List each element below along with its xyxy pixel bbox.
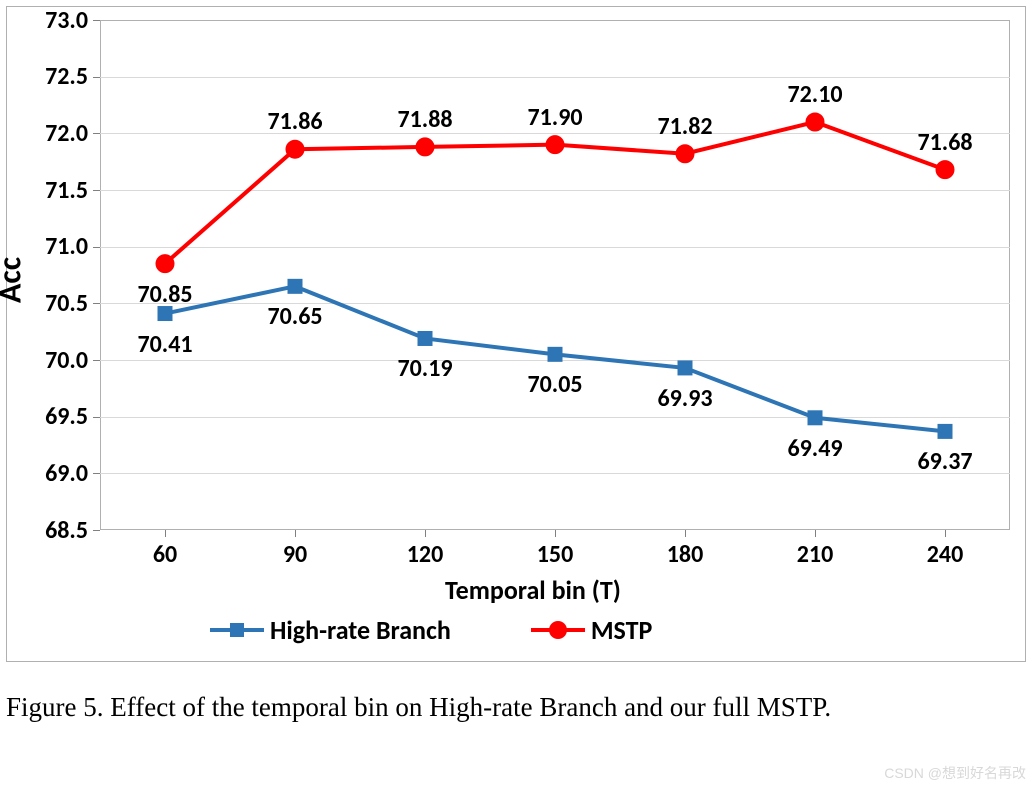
y-gridline [100,133,1010,134]
figure-caption: Figure 5. Effect of the temporal bin on … [6,690,1024,724]
data-label: 71.82 [640,112,730,141]
watermark: CSDN @想到好名再改 [884,763,1026,783]
y-tick-label: 72.0 [45,119,88,148]
y-tick-mark [93,417,100,418]
data-label: 70.65 [250,302,340,331]
y-gridline [100,473,1010,474]
x-tick-mark [425,530,426,537]
data-label: 71.86 [250,107,340,136]
x-tick-mark [945,530,946,537]
y-tick-mark [93,473,100,474]
data-label: 70.41 [120,330,210,359]
x-tick-mark [815,530,816,537]
x-tick-mark [685,530,686,537]
legend-item: MSTP [531,614,652,646]
y-gridline [100,417,1010,418]
data-label: 69.49 [770,434,860,463]
y-tick-mark [93,77,100,78]
y-gridline [100,77,1010,78]
data-label: 72.10 [770,80,860,109]
y-gridline [100,360,1010,361]
y-tick-label: 71.5 [45,176,88,205]
y-tick-label: 70.5 [45,289,88,318]
y-tick-mark [93,303,100,304]
data-label: 70.19 [380,354,470,383]
y-gridline [100,190,1010,191]
data-label: 69.37 [900,447,990,476]
y-tick-label: 73.0 [45,6,88,35]
x-tick-label: 150 [525,540,585,569]
y-tick-label: 70.0 [45,346,88,375]
data-label: 70.05 [510,370,600,399]
legend-item: High-rate Branch [210,614,451,646]
legend: High-rate Branch MSTP [210,614,652,646]
y-tick-mark [93,360,100,361]
data-label: 71.88 [380,105,470,134]
caption-prefix: Figure 5. [6,692,104,722]
x-tick-mark [165,530,166,537]
x-tick-label: 60 [135,540,195,569]
x-tick-label: 120 [395,540,455,569]
x-tick-mark [295,530,296,537]
y-tick-label: 69.0 [45,459,88,488]
x-tick-label: 90 [265,540,325,569]
y-tick-mark [93,20,100,21]
data-label: 71.90 [510,103,600,132]
x-tick-mark [555,530,556,537]
y-gridline [100,247,1010,248]
data-label: 70.85 [120,280,210,309]
data-label: 71.68 [900,128,990,157]
legend-swatch-icon [210,618,264,642]
caption-text: Effect of the temporal bin on High-rate … [104,692,832,722]
y-tick-mark [93,133,100,134]
x-tick-label: 240 [915,540,975,569]
data-label: 69.93 [640,384,730,413]
y-tick-label: 68.5 [45,516,88,545]
y-tick-label: 69.5 [45,402,88,431]
x-axis-title: Temporal bin (T) [445,574,621,606]
y-tick-label: 72.5 [45,62,88,91]
y-axis-title: Acc [0,257,30,303]
plot-area [100,20,1010,530]
y-tick-mark [93,247,100,248]
x-tick-label: 210 [785,540,845,569]
legend-label: MSTP [591,614,652,646]
y-gridline [100,303,1010,304]
y-tick-mark [93,190,100,191]
x-tick-label: 180 [655,540,715,569]
legend-label: High-rate Branch [270,614,451,646]
y-tick-label: 71.0 [45,232,88,261]
y-tick-mark [93,530,100,531]
legend-swatch-icon [531,618,585,642]
